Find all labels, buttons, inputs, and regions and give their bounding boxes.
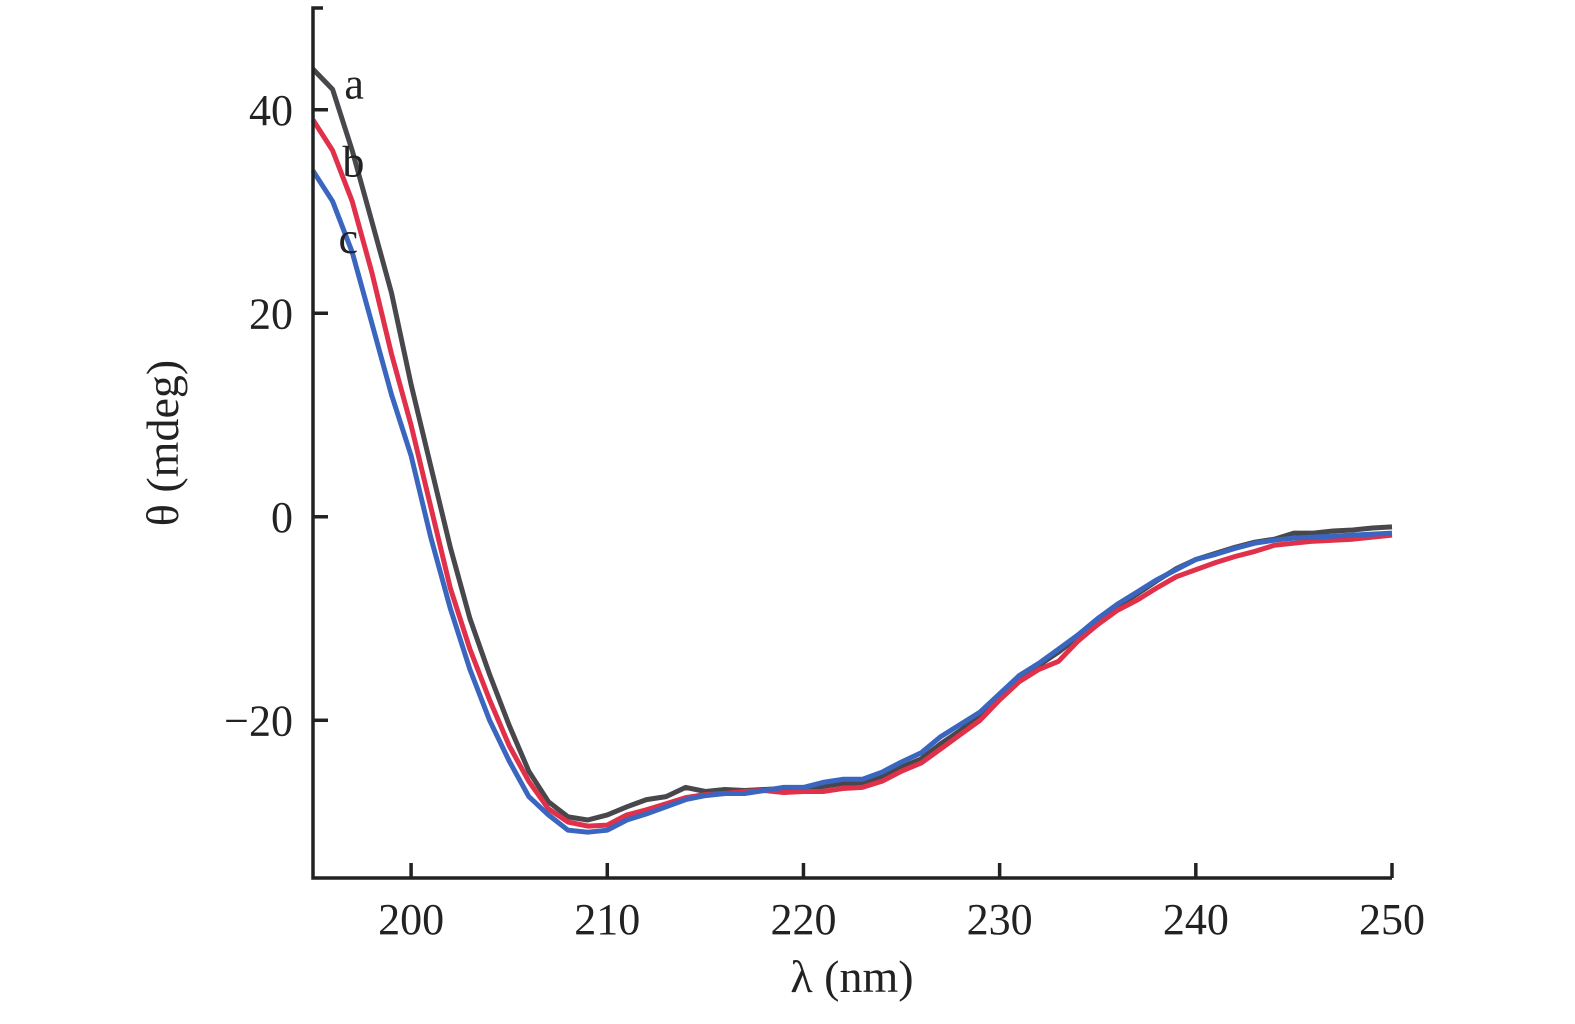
curve-label-a: a — [344, 59, 364, 108]
x-tick-label: 250 — [1359, 895, 1425, 944]
x-tick-label: 200 — [378, 895, 444, 944]
axis-lines — [311, 6, 1392, 880]
curve-labels: abc — [339, 59, 365, 263]
x-tick-label: 230 — [967, 895, 1033, 944]
y-tick-label: 40 — [249, 86, 293, 135]
curve-label-c: c — [339, 214, 359, 263]
curve-label-b: b — [342, 138, 364, 187]
series-layer — [310, 67, 1393, 835]
x-axis-label: λ (nm) — [790, 951, 913, 1002]
y-tick-label: −20 — [224, 696, 293, 745]
x-tick-label: 210 — [574, 895, 640, 944]
x-tick-label: 220 — [770, 895, 836, 944]
series-line-b — [310, 118, 1393, 829]
series-line-a — [311, 67, 1393, 823]
y-axis-label: θ (mdeg) — [137, 360, 188, 526]
y-tick-label: 0 — [271, 493, 293, 542]
axes: 200 210 220 230 240 250 −20 0 20 40 — [224, 6, 1425, 944]
x-tick-label: 240 — [1163, 895, 1229, 944]
y-tick-label: 20 — [249, 289, 293, 338]
series-line-c — [310, 169, 1393, 835]
